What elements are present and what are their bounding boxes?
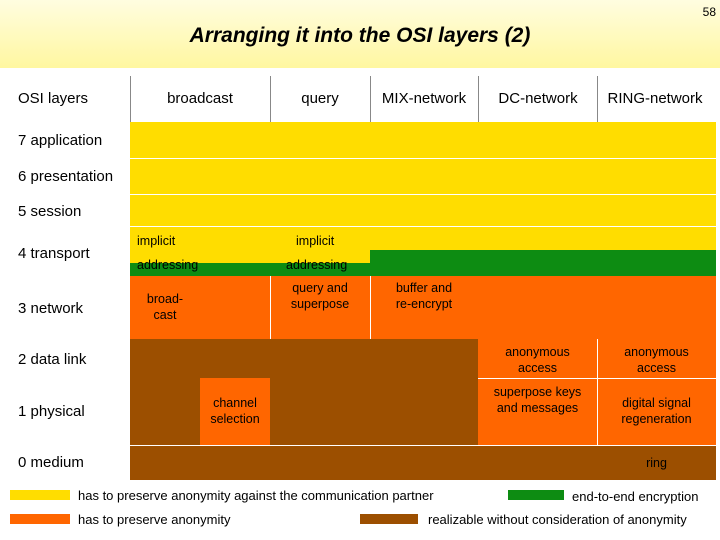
column-header-query: query	[301, 90, 339, 107]
title-banner	[0, 0, 720, 68]
cell-text: selection	[210, 412, 260, 426]
cell-text: broad-	[146, 292, 184, 306]
cell-channel-selection: channel selection	[200, 395, 270, 427]
cell-query-network: query and superpose	[270, 280, 370, 312]
legend-label-brown: realizable without consideration of anon…	[428, 512, 687, 527]
cell-broadcast-addressing: addressing	[137, 258, 199, 272]
cell-query-addressing: addressing	[286, 258, 348, 272]
column-header-osi-layers: OSI layers	[18, 90, 89, 107]
header-divider	[370, 76, 371, 122]
column-header-dc-network: DC-network	[498, 90, 578, 107]
cell-broadcast-network: broad- cast	[130, 291, 200, 323]
cell-divider	[270, 276, 271, 339]
cell-text: regeneration	[621, 412, 692, 426]
legend-label-orange: has to preserve anonymity	[78, 512, 231, 527]
cell-mix-network: buffer and re-encrypt	[370, 280, 478, 312]
column-header-mix-network: MIX-network	[381, 90, 467, 107]
legend-swatch-green	[508, 490, 564, 500]
cell-divider	[597, 339, 598, 445]
cell-divider	[370, 276, 371, 339]
cell-ring-data-link: anonymous access	[597, 344, 716, 376]
cell-text: superpose keys	[493, 385, 582, 399]
yellow-region-transport-query	[270, 250, 370, 263]
row-divider	[130, 226, 716, 227]
row-divider	[130, 445, 716, 446]
cell-ring-physical: digital signal regeneration	[597, 395, 716, 427]
layer-label-application: 7 application	[18, 132, 103, 149]
cell-broadcast-implicit: implicit	[137, 234, 176, 248]
cell-text: anonymous	[624, 345, 689, 359]
layer-label-transport: 4 transport	[18, 245, 90, 262]
column-header-broadcast: broadcast	[167, 90, 233, 107]
cell-text: digital signal	[622, 396, 691, 410]
layer-label-medium: 0 medium	[18, 454, 84, 471]
layer-label-data-link: 2 data link	[18, 351, 87, 368]
cell-dc-data-link: anonymous access	[478, 344, 597, 376]
row-divider	[478, 378, 716, 379]
cell-text: cast	[153, 308, 177, 322]
cell-text: and messages	[496, 401, 579, 415]
layer-label-presentation: 6 presentation	[18, 168, 114, 185]
legend-swatch-yellow	[10, 490, 70, 500]
header-divider	[478, 76, 479, 122]
legend-swatch-orange	[10, 514, 70, 524]
cell-text: access	[637, 361, 676, 375]
cell-text: buffer and	[395, 281, 453, 295]
cell-text: access	[518, 361, 557, 375]
layer-label-session: 5 session	[18, 203, 82, 220]
legend-label-green: end-to-end encryption	[572, 489, 699, 504]
cell-text: anonymous	[505, 345, 570, 359]
cell-text: query and	[292, 281, 348, 295]
cell-ring-medium: ring	[646, 456, 667, 470]
cell-text: superpose	[290, 297, 350, 311]
orange-region-network	[130, 276, 716, 339]
cell-dc-physical: superpose keys and messages	[478, 384, 597, 416]
legend-label-yellow: has to preserve anonymity against the co…	[78, 488, 434, 503]
orange-region-channel-selection	[200, 378, 270, 445]
column-header-ring-network: RING-network	[607, 90, 703, 107]
yellow-region-transport-broadcast	[130, 250, 270, 263]
brown-region-lower	[130, 339, 478, 445]
row-divider	[130, 194, 716, 195]
page-title: Arranging it into the OSI layers (2)	[189, 24, 531, 47]
layer-label-network: 3 network	[18, 300, 84, 317]
header-divider	[270, 76, 271, 122]
legend-swatch-brown	[360, 514, 418, 524]
page-number: 58	[702, 5, 716, 19]
layer-label-physical: 1 physical	[18, 403, 85, 420]
brown-region-medium	[130, 445, 716, 480]
cell-text: re-encrypt	[395, 297, 453, 311]
row-divider	[130, 158, 716, 159]
header-divider	[130, 76, 131, 122]
cell-query-implicit: implicit	[296, 234, 335, 248]
yellow-region-upper-layers	[130, 122, 716, 250]
cell-text: channel	[213, 396, 257, 410]
header-divider	[597, 76, 598, 122]
